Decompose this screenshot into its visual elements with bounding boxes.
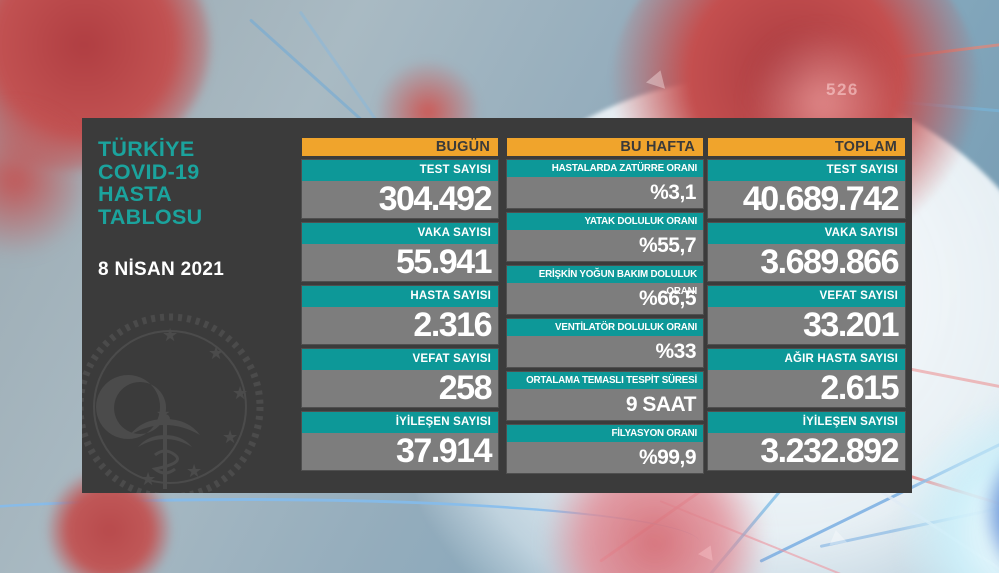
stat-label: VEFAT SAYISI	[708, 286, 905, 307]
stat-card: YATAK DOLULUK ORANI %55,7	[507, 213, 703, 261]
stat-label: VAKA SAYISI	[302, 223, 498, 244]
triangle-shape	[646, 67, 670, 89]
stat-label: HASTA SAYISI	[302, 286, 498, 307]
stat-value: %99,9	[507, 442, 703, 473]
stat-value: %33	[507, 336, 703, 367]
stat-label: YATAK DOLULUK ORANI	[507, 213, 703, 230]
svg-text:★: ★	[186, 461, 202, 481]
stat-card: FİLYASYON ORANI %99,9	[507, 425, 703, 473]
svg-text:★: ★	[140, 469, 156, 489]
column-header-toplam: TOPLAM	[708, 138, 905, 156]
network-line	[819, 490, 999, 548]
stat-label: FİLYASYON ORANI	[507, 425, 703, 442]
ministry-of-health-logo: ★ ★ ★ ★ ★ ★ ★	[82, 313, 264, 493]
column-bu-hafta: BU HAFTA HASTALARDA ZATÜRRE ORANI %3,1 Y…	[507, 138, 703, 478]
stat-value: %55,7	[507, 230, 703, 261]
stat-value: %3,1	[507, 177, 703, 208]
stat-card: İYİLEŞEN SAYISI 3.232.892	[708, 412, 905, 470]
stat-card: ERİŞKİN YOĞUN BAKIM DOLULUK ORANI %66,5	[507, 266, 703, 314]
column-header-bu-hafta: BU HAFTA	[507, 138, 703, 156]
stat-card: VAKA SAYISI 55.941	[302, 223, 498, 281]
svg-text:★: ★	[162, 325, 178, 345]
stat-card: VENTİLATÖR DOLULUK ORANI %33	[507, 319, 703, 367]
network-line	[879, 36, 999, 61]
stat-value: 33.201	[708, 306, 905, 344]
page-title: TÜRKİYE COVID-19 HASTA TABLOSU	[98, 138, 298, 228]
title-line: TABLOSU	[98, 204, 203, 229]
column-header-bugun: BUGÜN	[302, 138, 498, 156]
virus-particle	[0, 95, 85, 265]
triangle-shape	[826, 528, 848, 546]
stat-card: AĞIR HASTA SAYISI 2.615	[708, 349, 905, 407]
stat-label: İYİLEŞEN SAYISI	[302, 412, 498, 433]
report-date: 8 NİSAN 2021	[98, 259, 225, 280]
stat-value: 40.689.742	[708, 180, 905, 218]
svg-text:★: ★	[232, 383, 248, 403]
stat-card: TEST SAYISI 304.492	[302, 160, 498, 218]
stat-card: VEFAT SAYISI 33.201	[708, 286, 905, 344]
stat-label: AĞIR HASTA SAYISI	[708, 349, 905, 370]
stat-label: TEST SAYISI	[302, 160, 498, 181]
stat-card: TEST SAYISI 40.689.742	[708, 160, 905, 218]
stat-value: 9 SAAT	[507, 389, 703, 420]
stat-card: HASTALARDA ZATÜRRE ORANI %3,1	[507, 160, 703, 208]
column-bugun: BUGÜN TEST SAYISI 304.492 VAKA SAYISI 55…	[302, 138, 498, 475]
covid-table-panel: TÜRKİYE COVID-19 HASTA TABLOSU 8 NİSAN 2…	[82, 118, 912, 493]
svg-text:★: ★	[208, 343, 224, 363]
background-number: 526	[826, 80, 859, 99]
stat-card: VAKA SAYISI 3.689.866	[708, 223, 905, 281]
stat-label: İYİLEŞEN SAYISI	[708, 412, 905, 433]
virus-particle-blue	[985, 428, 999, 573]
title-line: COVID-19	[98, 159, 200, 184]
stat-card: İYİLEŞEN SAYISI 37.914	[302, 412, 498, 470]
stat-label: VAKA SAYISI	[708, 223, 905, 244]
stat-value: 55.941	[302, 243, 498, 281]
stat-value: 2.316	[302, 306, 498, 344]
stat-label: HASTALARDA ZATÜRRE ORANI	[507, 160, 703, 177]
title-line: TÜRKİYE	[98, 137, 195, 161]
stat-label: VENTİLATÖR DOLULUK ORANI	[507, 319, 703, 336]
curved-network-line	[0, 498, 700, 573]
column-toplam: TOPLAM TEST SAYISI 40.689.742 VAKA SAYIS…	[708, 138, 905, 475]
stat-value: 304.492	[302, 180, 498, 218]
stat-label: ERİŞKİN YOĞUN BAKIM DOLULUK ORANI	[507, 266, 703, 297]
title-line: HASTA	[98, 182, 172, 206]
stat-value: 3.689.866	[708, 243, 905, 281]
stat-card: VEFAT SAYISI 258	[302, 349, 498, 407]
stat-card: ORTALAMA TEMASLI TESPİT SÜRESİ 9 SAAT	[507, 372, 703, 420]
stat-label: ORTALAMA TEMASLI TESPİT SÜRESİ	[507, 372, 703, 389]
stat-value: 2.615	[708, 369, 905, 407]
svg-text:★: ★	[156, 406, 170, 423]
triangle-shape	[698, 542, 718, 561]
stat-label: TEST SAYISI	[708, 160, 905, 181]
stat-card: HASTA SAYISI 2.316	[302, 286, 498, 344]
svg-text:★: ★	[222, 427, 238, 447]
stat-value: 3.232.892	[708, 432, 905, 470]
stat-value: %66,5	[507, 283, 703, 314]
stat-value: 37.914	[302, 432, 498, 470]
stat-label: VEFAT SAYISI	[302, 349, 498, 370]
network-line	[869, 98, 999, 119]
stat-value: 258	[302, 369, 498, 407]
network-line	[659, 500, 883, 573]
panel-info: TÜRKİYE COVID-19 HASTA TABLOSU 8 NİSAN 2…	[98, 138, 298, 281]
